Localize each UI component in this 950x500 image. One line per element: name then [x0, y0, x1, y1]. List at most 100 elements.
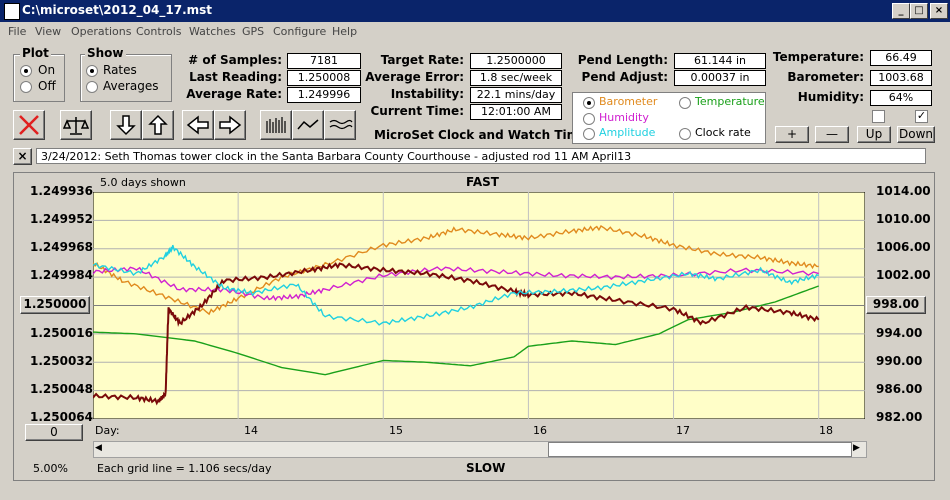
plot-on-label: On — [38, 63, 56, 77]
y-left-tick: 1.249984 — [30, 268, 94, 282]
temperature-label: Temperature: — [772, 50, 864, 64]
series-barometer-radio[interactable] — [583, 97, 595, 109]
x-icon — [19, 115, 39, 135]
series-amplitude-radio[interactable] — [583, 128, 595, 140]
series-amplitude-label: Amplitude — [599, 126, 656, 139]
maximize-button[interactable]: □ — [910, 3, 928, 19]
menu-view[interactable]: View — [35, 25, 62, 38]
scrollbar-thumb[interactable] — [548, 442, 852, 457]
barometer-value: 1003.68 — [870, 70, 932, 86]
zero-button[interactable]: 0 — [25, 424, 83, 441]
target-rate-label: Target Rate: — [380, 53, 464, 67]
show-rates-radio[interactable] — [86, 65, 98, 77]
y-left-tick: 1.250048 — [30, 382, 94, 396]
fast-label: FAST — [466, 175, 499, 189]
menu-controls[interactable]: Controls — [136, 25, 182, 38]
show-group — [80, 54, 172, 102]
y-right-tick: 982.00 — [876, 410, 923, 424]
series-select-box — [572, 92, 766, 144]
menu-operations[interactable]: Operations — [71, 25, 132, 38]
pend-adjust-label: Pend Adjust: — [581, 70, 668, 84]
menu-watches[interactable]: Watches — [189, 25, 236, 38]
center-rate-button[interactable]: 1.250000 — [20, 296, 90, 314]
instability-label: Instability: — [390, 87, 464, 101]
scroll-left-button[interactable] — [182, 110, 214, 140]
scale-down-button[interactable]: Down — [897, 126, 935, 143]
percent-label: 5.00% — [33, 462, 68, 475]
y-right-tick: 994.00 — [876, 326, 923, 340]
balance-icon — [63, 117, 89, 135]
series-humidity-radio[interactable] — [583, 113, 595, 125]
pend-adjust-value: 0.00037 in — [674, 70, 766, 86]
menu-configure[interactable]: Configure — [273, 25, 327, 38]
plot-panel — [13, 172, 935, 481]
rate-chart — [93, 192, 865, 419]
scale-up-button[interactable]: Up — [857, 126, 891, 143]
slow-label: SLOW — [466, 461, 506, 475]
humidity-value: 64% — [870, 90, 932, 106]
checkbox-2[interactable]: ✓ — [915, 109, 928, 123]
menu-gps[interactable]: GPS — [242, 25, 265, 38]
scroll-right-button[interactable] — [214, 110, 246, 140]
arrow-right-icon — [219, 115, 242, 135]
scale-plus-button[interactable]: + — [775, 126, 809, 143]
app-name: MicroSet Clock and Watch Timer — [374, 128, 594, 142]
minimize-button[interactable]: _ — [892, 3, 910, 19]
series-barometer-label: Barometer — [599, 95, 658, 108]
arrow-down-icon — [116, 115, 136, 136]
target-rate-value: 1.2500000 — [470, 53, 562, 69]
y-left-tick: 1.249968 — [30, 240, 94, 254]
delete-button[interactable] — [13, 110, 45, 140]
current-time-label: Current Time: — [370, 104, 464, 118]
x-tick: 18 — [819, 424, 833, 437]
series-clockrate-label: Clock rate — [695, 126, 751, 139]
balance-button[interactable] — [60, 110, 92, 140]
note-close-button[interactable]: × — [13, 148, 32, 165]
title-bar: C:\microset\2012_04_17.mst _ □ × — [0, 0, 950, 22]
line-view-button[interactable] — [292, 110, 324, 140]
scroll-left-arrow-icon[interactable]: ◀ — [95, 443, 102, 453]
show-averages-label: Averages — [103, 79, 159, 93]
days-shown: 5.0 days shown — [100, 176, 186, 189]
plot-group-title: Plot — [20, 46, 51, 60]
center-barometer-button[interactable]: 998.00 — [866, 296, 926, 314]
barometer-label: Barometer: — [787, 70, 864, 84]
line-chart-icon — [297, 119, 319, 130]
menu-help[interactable]: Help — [332, 25, 358, 38]
close-button[interactable]: × — [930, 3, 948, 19]
bars-view-button[interactable] — [260, 110, 292, 140]
wave-view-button[interactable] — [324, 110, 356, 140]
menu-file[interactable]: File — [8, 25, 27, 38]
scroll-down-button[interactable] — [110, 110, 142, 140]
scroll-right-arrow-icon[interactable]: ▶ — [853, 443, 860, 453]
y-right-tick: 1002.00 — [876, 268, 931, 282]
instability-value: 22.1 mins/day — [470, 87, 562, 103]
y-left-tick: 1.250064 — [30, 410, 94, 424]
series-temperature-label: Temperature — [695, 95, 765, 108]
scale-minus-button[interactable]: — — [815, 126, 849, 143]
x-tick: 17 — [676, 424, 690, 437]
bars-icon — [266, 117, 286, 133]
samples-value: 7181 — [287, 53, 361, 69]
y-left-tick: 1.250016 — [30, 326, 94, 340]
y-left-tick: 1.249936 — [30, 184, 94, 198]
grid — [93, 192, 865, 419]
x-tick: 16 — [533, 424, 547, 437]
x-tick: 14 — [244, 424, 258, 437]
y-right-tick: 1010.00 — [876, 212, 931, 226]
average-rate-label: Average Rate: — [186, 87, 282, 101]
show-averages-radio[interactable] — [86, 81, 98, 93]
plot-on-radio[interactable] — [20, 65, 32, 77]
y-right-tick: 986.00 — [876, 382, 923, 396]
y-right-tick: 990.00 — [876, 354, 923, 368]
series-clockrate-radio[interactable] — [679, 128, 691, 140]
plot-off-label: Off — [38, 79, 56, 93]
y-left-tick: 1.249952 — [30, 212, 94, 226]
humidity-label: Humidity: — [797, 90, 864, 104]
note-field[interactable]: 3/24/2012: Seth Thomas tower clock in th… — [36, 148, 926, 164]
plot-off-radio[interactable] — [20, 81, 32, 93]
series-temperature-radio[interactable] — [679, 97, 691, 109]
scroll-up-button[interactable] — [142, 110, 174, 140]
series-line-amplitude — [93, 244, 819, 326]
checkbox-1[interactable] — [872, 110, 885, 123]
